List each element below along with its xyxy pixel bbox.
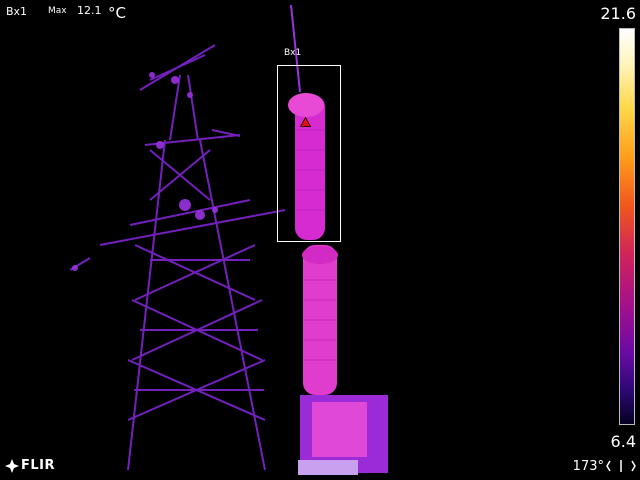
logo-text: FLIR xyxy=(21,458,56,473)
measurement-label: Bx1 xyxy=(6,5,28,18)
compass-heading: 173° xyxy=(572,458,604,474)
compass: 173° xyxy=(573,458,636,474)
tower-clutter xyxy=(72,72,218,271)
scale-max-temperature: 21.6 xyxy=(600,4,636,23)
temperature-color-bar xyxy=(619,28,635,425)
insulator-ribs xyxy=(296,129,336,361)
transmission-tower xyxy=(69,44,286,471)
measurement-value: 12.1 xyxy=(77,4,102,17)
insulator xyxy=(288,4,388,475)
measurement-box[interactable] xyxy=(277,65,341,242)
hotspot-triangle-icon xyxy=(300,117,311,127)
measurement-box-label: Bx1 xyxy=(284,48,302,58)
measurement-type: Max xyxy=(48,6,67,16)
compass-icon xyxy=(606,460,636,472)
measurement-unit: °C xyxy=(108,4,126,22)
scale-min-temperature: 6.4 xyxy=(610,432,636,451)
flir-mark-icon xyxy=(5,458,19,473)
flir-logo: FLIR xyxy=(5,458,55,473)
